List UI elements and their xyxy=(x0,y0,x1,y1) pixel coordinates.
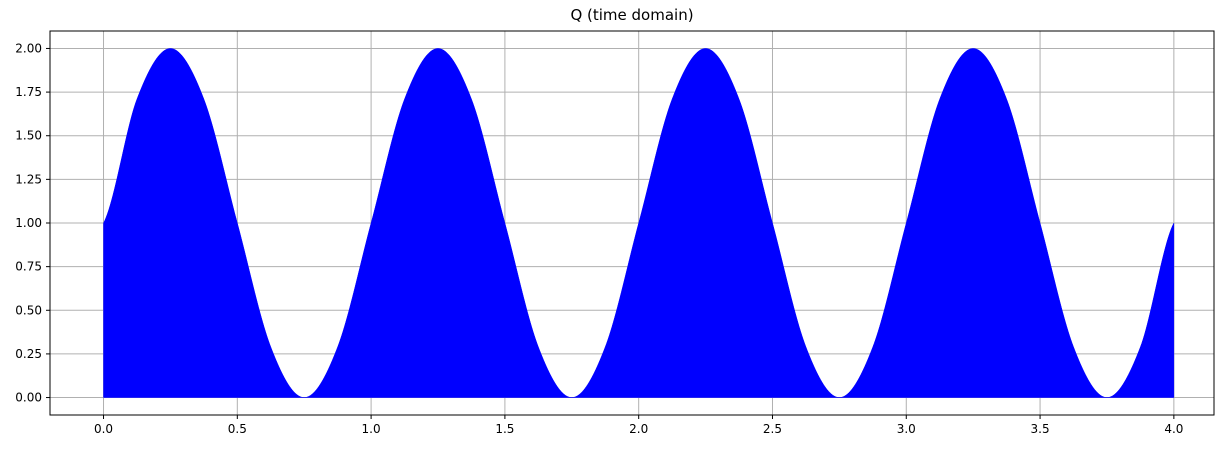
y-tick-label: 1.25 xyxy=(15,172,42,186)
y-tick-label: 2.00 xyxy=(15,41,42,55)
chart-title: Q (time domain) xyxy=(570,6,693,24)
x-tick-label: 0.5 xyxy=(228,422,247,436)
area-layer xyxy=(103,48,1175,398)
y-tick-label: 1.00 xyxy=(15,216,42,230)
y-tick-label: 1.75 xyxy=(15,85,42,99)
tick-layer: 0.0 0.5 1.0 1.5 2.0 2.5 3.0 3.5 4.0 0.00 0.25 0.50 0… xyxy=(15,41,1183,436)
x-tick-label: 3.5 xyxy=(1031,422,1050,436)
y-tick-label: 0.00 xyxy=(15,391,42,405)
y-tick-label: 0.50 xyxy=(15,303,42,317)
x-tick-label: 2.0 xyxy=(629,422,648,436)
y-tick-label: 0.75 xyxy=(15,260,42,274)
x-tick-label: 2.5 xyxy=(763,422,782,436)
x-tick-label: 0.0 xyxy=(94,422,113,436)
x-tick-label: 1.0 xyxy=(362,422,381,436)
y-tick-label: 1.50 xyxy=(15,129,42,143)
x-tick-label: 4.0 xyxy=(1164,422,1183,436)
x-tick-label: 1.5 xyxy=(495,422,514,436)
series-area-fill xyxy=(103,48,1175,398)
y-tick-label: 0.25 xyxy=(15,347,42,361)
x-tick-label: 3.0 xyxy=(897,422,916,436)
